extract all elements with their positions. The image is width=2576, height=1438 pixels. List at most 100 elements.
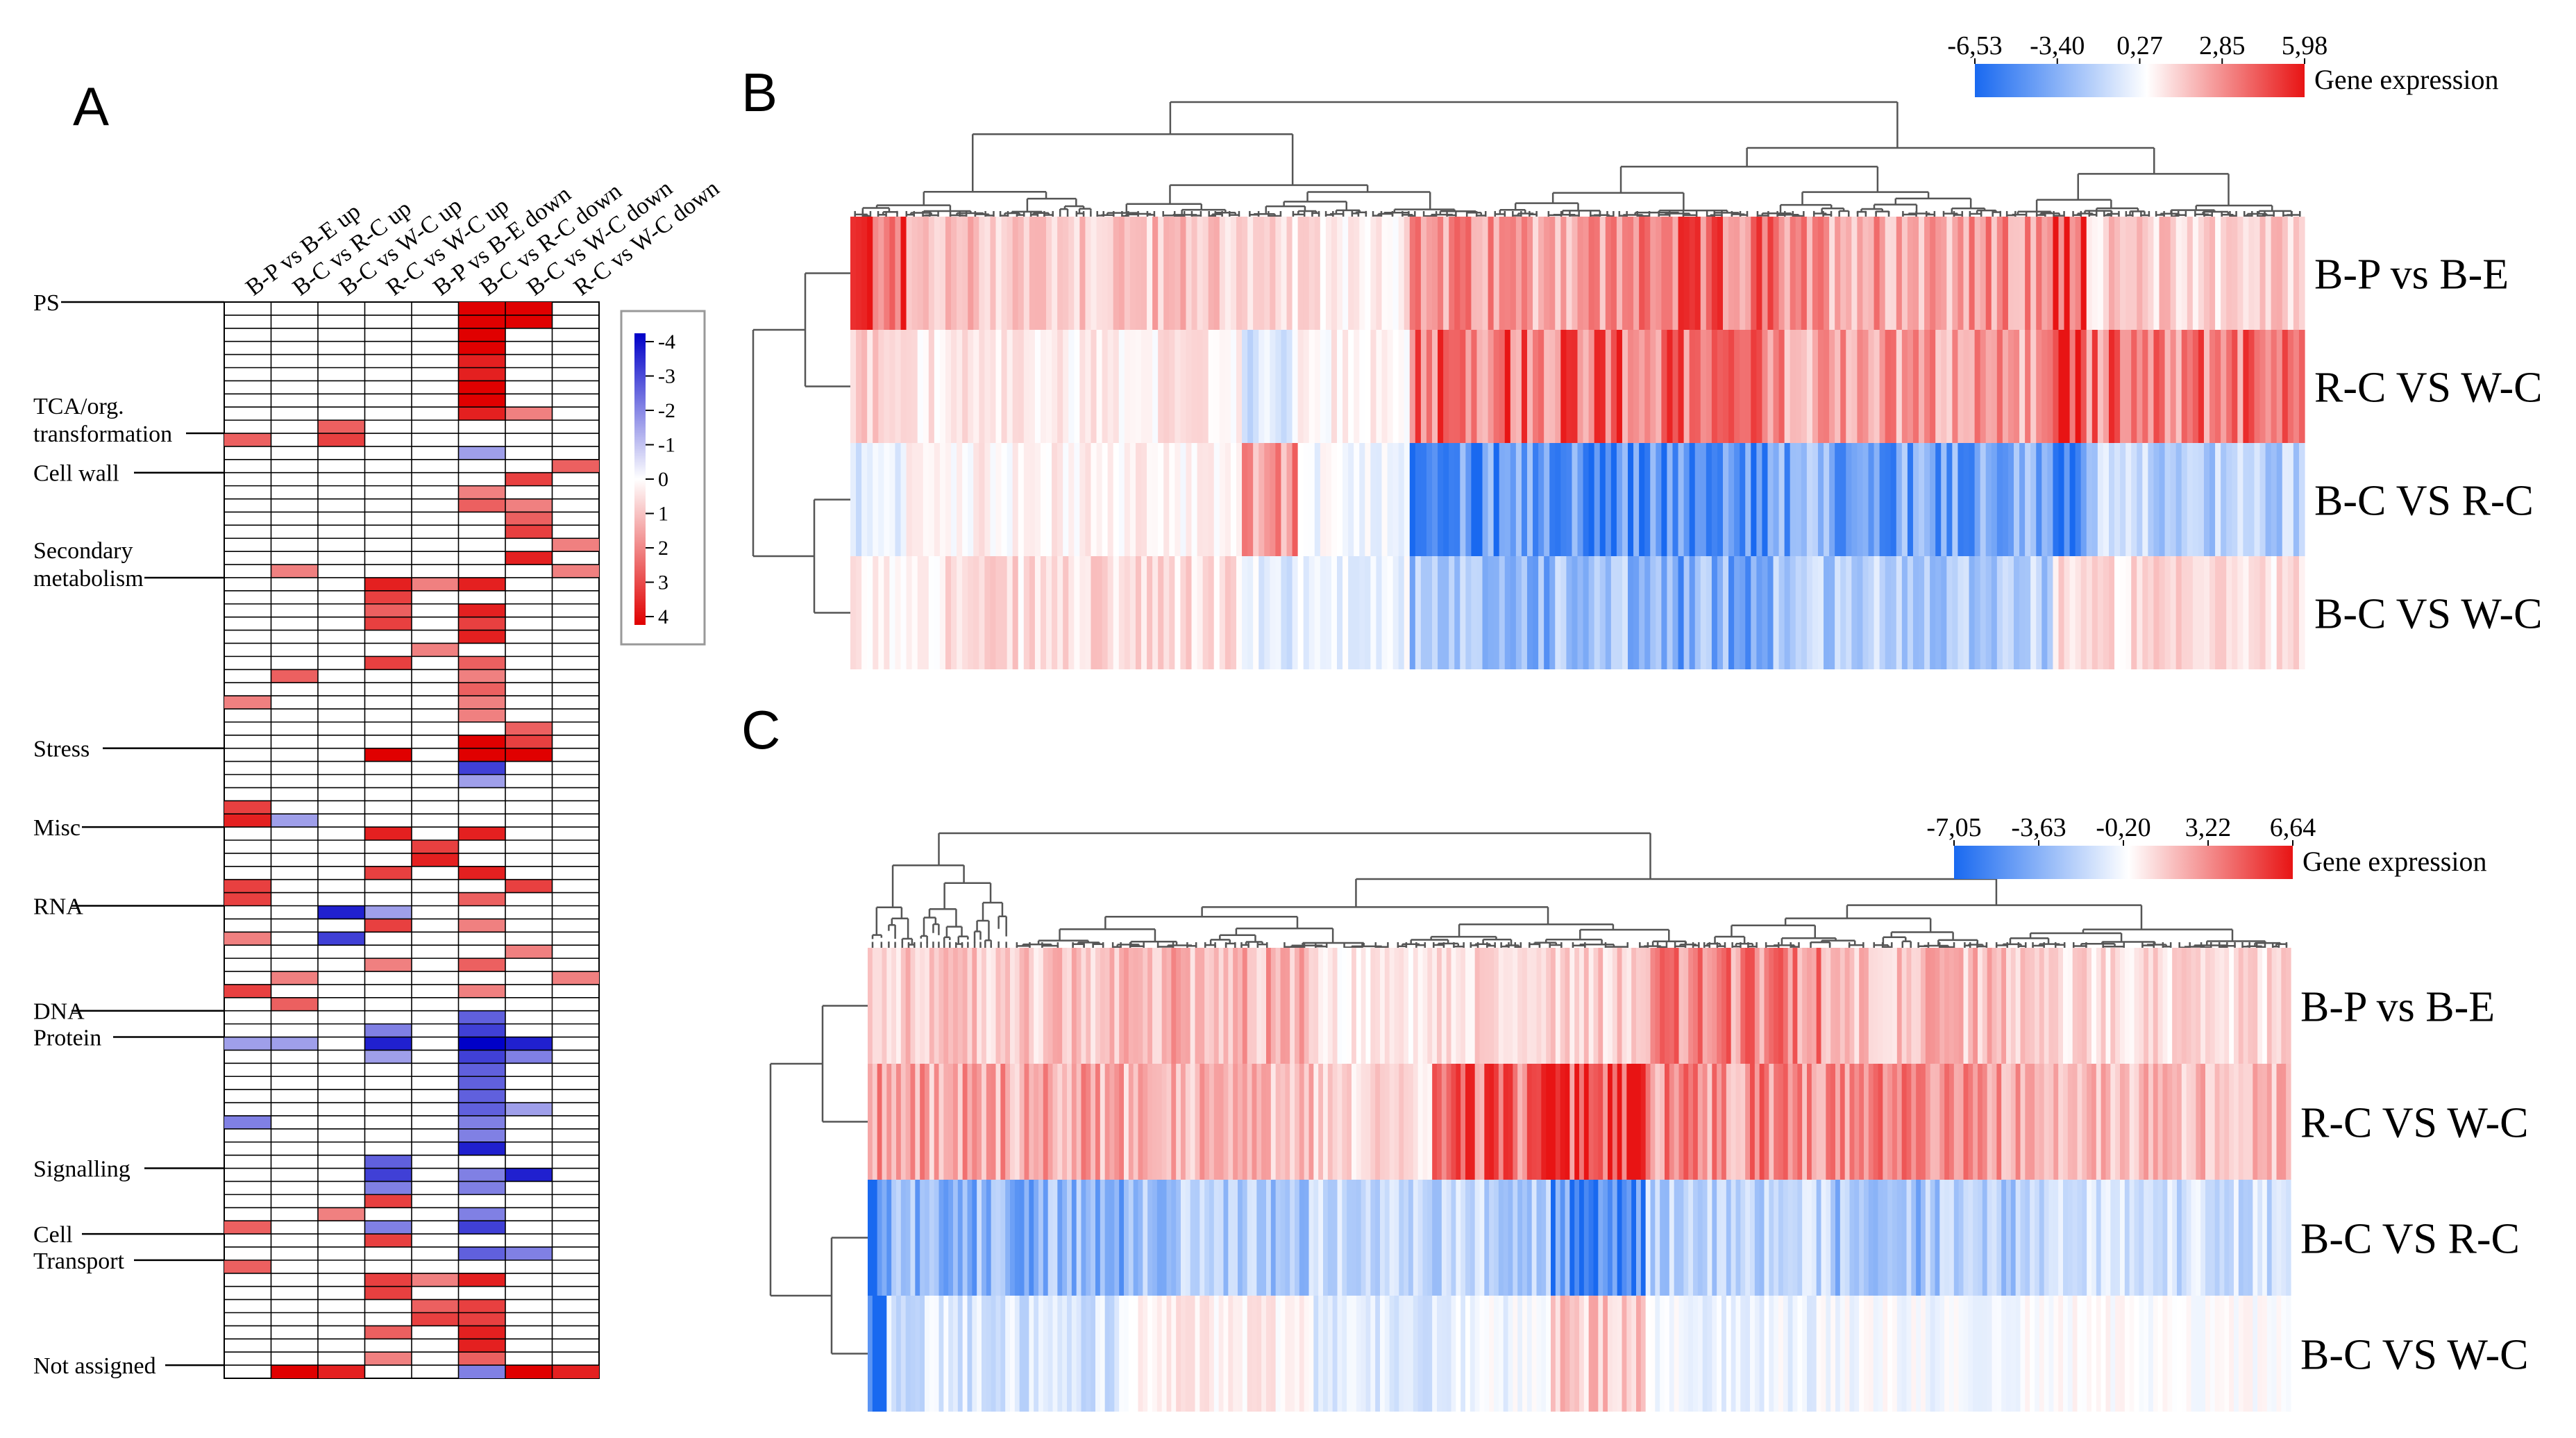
heatmap-cell xyxy=(1166,948,1172,1064)
heatmap-cell xyxy=(2209,556,2216,669)
heatmap-cell xyxy=(1616,217,1623,330)
heatmap-cell xyxy=(1921,1296,1926,1412)
heatmap-cell xyxy=(1579,1180,1585,1296)
heatmap-cell xyxy=(1538,443,1544,556)
heatmap-cell xyxy=(1973,1180,1978,1296)
heatmap-cell xyxy=(1879,443,1886,556)
heatmap-cell xyxy=(905,1296,911,1412)
heatmap-cell xyxy=(1702,1296,1708,1412)
panel-a-cell xyxy=(505,407,553,421)
heatmap-cell xyxy=(1451,1064,1456,1180)
heatmap-cell xyxy=(1941,330,1947,443)
heatmap-cell xyxy=(1420,330,1427,443)
heatmap-cell xyxy=(2069,443,2076,556)
heatmap-cell xyxy=(1443,556,1449,669)
heatmap-cell xyxy=(1236,556,1243,669)
heatmap-cell xyxy=(1531,1180,1538,1296)
heatmap-cell xyxy=(1969,217,1976,330)
heatmap-cell xyxy=(1320,217,1327,330)
heatmap-cell xyxy=(934,443,941,556)
heatmap-cell xyxy=(1896,443,1903,556)
heatmap-cell xyxy=(2097,217,2104,330)
heatmap-cell xyxy=(1616,330,1623,443)
heatmap-cell xyxy=(1471,443,1478,556)
heatmap-cell xyxy=(2162,1064,2168,1180)
heatmap-cell xyxy=(1610,443,1617,556)
heatmap-cell xyxy=(1778,330,1785,443)
heatmap-cell xyxy=(2075,217,2082,330)
panel-a-cell xyxy=(505,1037,553,1051)
heatmap-cell xyxy=(1594,556,1601,669)
heatmap-cell xyxy=(2072,1296,2078,1412)
heatmap-cell xyxy=(1778,1296,1784,1412)
heatmap-cell xyxy=(1896,556,1903,669)
heatmap-cell xyxy=(2053,1180,2059,1296)
panel-a-cell xyxy=(505,1365,553,1378)
heatmap-cell xyxy=(1236,217,1243,330)
heatmap-cell xyxy=(2164,443,2171,556)
heatmap-cell xyxy=(2053,948,2059,1064)
heatmap-cell xyxy=(1197,443,1204,556)
heatmap-cell xyxy=(1052,556,1058,669)
heatmap-cell xyxy=(1147,1064,1153,1180)
heatmap-cell xyxy=(2219,1064,2225,1180)
heatmap-cell xyxy=(1797,1180,1803,1296)
heatmap-cell xyxy=(1802,1296,1808,1412)
heatmap-cell xyxy=(2110,1180,2116,1296)
heatmap-cell xyxy=(2172,1180,2178,1296)
panel-a-legend-tick-label: -4 xyxy=(658,331,675,353)
heatmap-cell xyxy=(1868,1180,1874,1296)
heatmap-cell xyxy=(957,217,963,330)
heatmap-cell xyxy=(1114,1296,1120,1412)
heatmap-cell xyxy=(1706,330,1712,443)
heatmap-cell xyxy=(2191,948,2196,1064)
heatmap-cell xyxy=(1264,556,1270,669)
panel-a-cell xyxy=(364,1273,412,1287)
heatmap-cell xyxy=(1700,556,1707,669)
panel-a-cell xyxy=(458,499,505,512)
panel-a-cell xyxy=(458,984,505,998)
heatmap-cell xyxy=(1018,443,1025,556)
heatmap-cell xyxy=(1678,443,1685,556)
heatmap-cell xyxy=(1102,443,1109,556)
heatmap-cell xyxy=(1370,948,1376,1064)
heatmap-cell xyxy=(1674,1296,1680,1412)
heatmap-cell xyxy=(995,443,1002,556)
heatmap-cell xyxy=(1281,443,1288,556)
heatmap-cell xyxy=(1270,443,1276,556)
heatmap-cell xyxy=(1034,948,1039,1064)
heatmap-cell xyxy=(1381,330,1388,443)
heatmap-cell xyxy=(1830,948,1836,1064)
heatmap-cell xyxy=(1018,556,1025,669)
heatmap-cell xyxy=(2262,1180,2268,1296)
heatmap-cell xyxy=(1417,1296,1424,1412)
heatmap-cell xyxy=(1102,330,1109,443)
heatmap-cell xyxy=(1935,948,1940,1064)
heatmap-cell xyxy=(2192,556,2199,669)
heatmap-cell xyxy=(1610,217,1617,330)
heatmap-cell xyxy=(2101,948,2107,1064)
heatmap-cell xyxy=(2120,556,2126,669)
heatmap-cell xyxy=(1944,1296,1950,1412)
heatmap-cell xyxy=(900,443,907,556)
heatmap-cell xyxy=(1726,948,1732,1064)
heatmap-cell xyxy=(2287,556,2294,669)
heatmap-cell xyxy=(934,330,941,443)
heatmap-cell xyxy=(1522,1180,1528,1296)
heatmap-cell xyxy=(2063,1064,2069,1180)
heatmap-cell xyxy=(1985,556,1992,669)
heatmap-cell xyxy=(1787,1296,1794,1412)
heatmap-cell xyxy=(1199,1296,1205,1412)
heatmap-cell xyxy=(1280,1296,1286,1412)
heatmap-cell xyxy=(1394,1296,1399,1412)
heatmap-cell xyxy=(1517,1296,1523,1412)
heatmap-cell xyxy=(1817,217,1824,330)
heatmap-cell xyxy=(938,1180,944,1296)
heatmap-cell xyxy=(1327,948,1333,1064)
heatmap-cell xyxy=(1515,443,1522,556)
heatmap-cell xyxy=(1515,330,1522,443)
panel-a-cell xyxy=(458,958,505,972)
heatmap-cell xyxy=(1432,948,1438,1064)
heatmap-cell xyxy=(1560,1064,1566,1180)
heatmap-cell xyxy=(1295,1296,1300,1412)
